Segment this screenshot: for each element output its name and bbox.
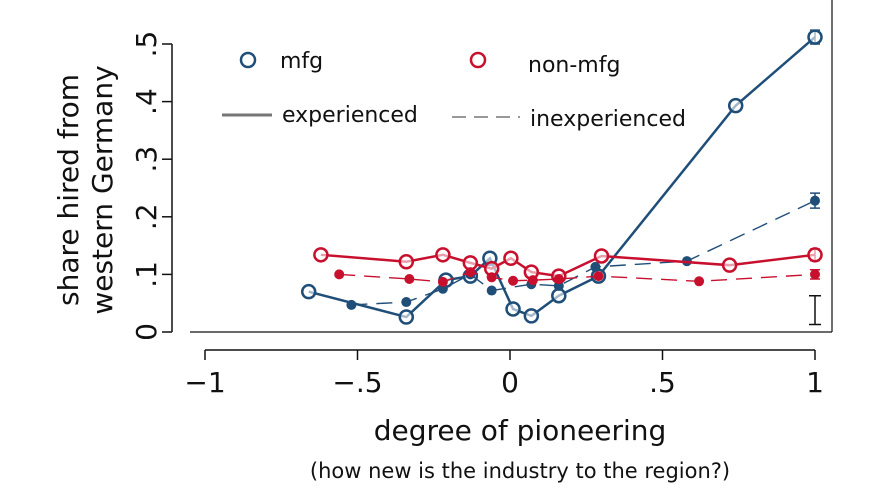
mfg-experienced-point — [727, 97, 744, 114]
y-tick-label: .4 — [130, 88, 163, 115]
mfg-experienced-point — [398, 309, 415, 325]
legend-mfg-marker — [239, 51, 257, 69]
mfg-experienced-point — [505, 301, 521, 317]
y-axis-label-line1: share hired from — [52, 74, 85, 306]
legend-inexperienced-label: inexperienced — [530, 107, 686, 132]
non-mfg-inexperienced-point — [508, 275, 519, 286]
x-tick-label: .5 — [649, 366, 676, 399]
legend: mfg non-mfg experienced inexperienced — [222, 49, 686, 132]
non-mfg-inexperienced-point — [334, 269, 345, 280]
mfg-experienced-point — [807, 29, 823, 45]
y-tick-label: .5 — [130, 31, 163, 58]
reference-interval — [809, 294, 821, 326]
legend-experienced-label: experienced — [282, 103, 418, 128]
x-tick-label: −.5 — [332, 366, 382, 399]
y-tick-label: 0 — [130, 323, 163, 341]
non-mfg-inexperienced-point — [593, 271, 604, 282]
legend-nonmfg-label: non-mfg — [528, 53, 620, 78]
non-mfg-experienced-point — [503, 250, 519, 267]
y-axis-label-line2: western Germany — [86, 65, 119, 314]
x-tick-label: 1 — [806, 366, 824, 399]
non-mfg-inexperienced-point — [404, 274, 415, 285]
mfg-inexperienced-point — [437, 283, 448, 294]
non-mfg-experienced-point — [313, 247, 329, 263]
non-mfg-inexperienced-point — [694, 276, 705, 287]
x-axis-sublabel: (how new is the industry to the region?) — [310, 459, 730, 483]
mfg-inexperienced-line — [351, 200, 816, 306]
y-tick-label: .2 — [130, 203, 163, 230]
non-mfg-experienced-point — [593, 248, 610, 264]
y-tick-label: .1 — [130, 261, 163, 288]
x-tick-label: −1 — [184, 366, 225, 399]
non-mfg-experienced-point — [807, 247, 823, 263]
mfg-inexperienced-point — [590, 261, 601, 272]
non-mfg-experienced-point — [398, 253, 415, 270]
non-mfg-inexperienced-point — [486, 272, 497, 283]
non-mfg-inexperienced-point — [437, 276, 448, 287]
mfg-inexperienced-point — [810, 195, 820, 206]
mfg-inexperienced-point — [346, 299, 357, 310]
mfg-experienced-point — [551, 287, 567, 304]
non-mfg-experienced-point — [435, 247, 451, 263]
non-mfg-inexperienced-point — [810, 269, 820, 280]
axes: −1 −.5 0 .5 1 0 .1 .2 .3 .4 .5 — [130, 0, 833, 399]
mfg-experienced-point — [523, 308, 540, 324]
y-tick-label: .3 — [130, 146, 163, 173]
mfg-inexperienced-point — [401, 297, 412, 308]
legend-nonmfg-marker — [469, 51, 487, 69]
non-mfg-inexperienced-point — [553, 274, 564, 285]
non-mfg-experienced-line — [320, 253, 816, 278]
x-tick-label: 0 — [501, 366, 519, 399]
mfg-experienced-point — [300, 283, 317, 300]
mfg-inexperienced-point — [486, 285, 497, 296]
non-mfg-inexperienced-point — [527, 275, 538, 286]
x-axis-label: degree of pioneering — [374, 414, 667, 447]
marks — [300, 29, 823, 326]
legend-mfg-label: mfg — [280, 49, 323, 74]
non-mfg-experienced-point — [721, 257, 738, 273]
non-mfg-inexperienced-point — [465, 267, 476, 278]
